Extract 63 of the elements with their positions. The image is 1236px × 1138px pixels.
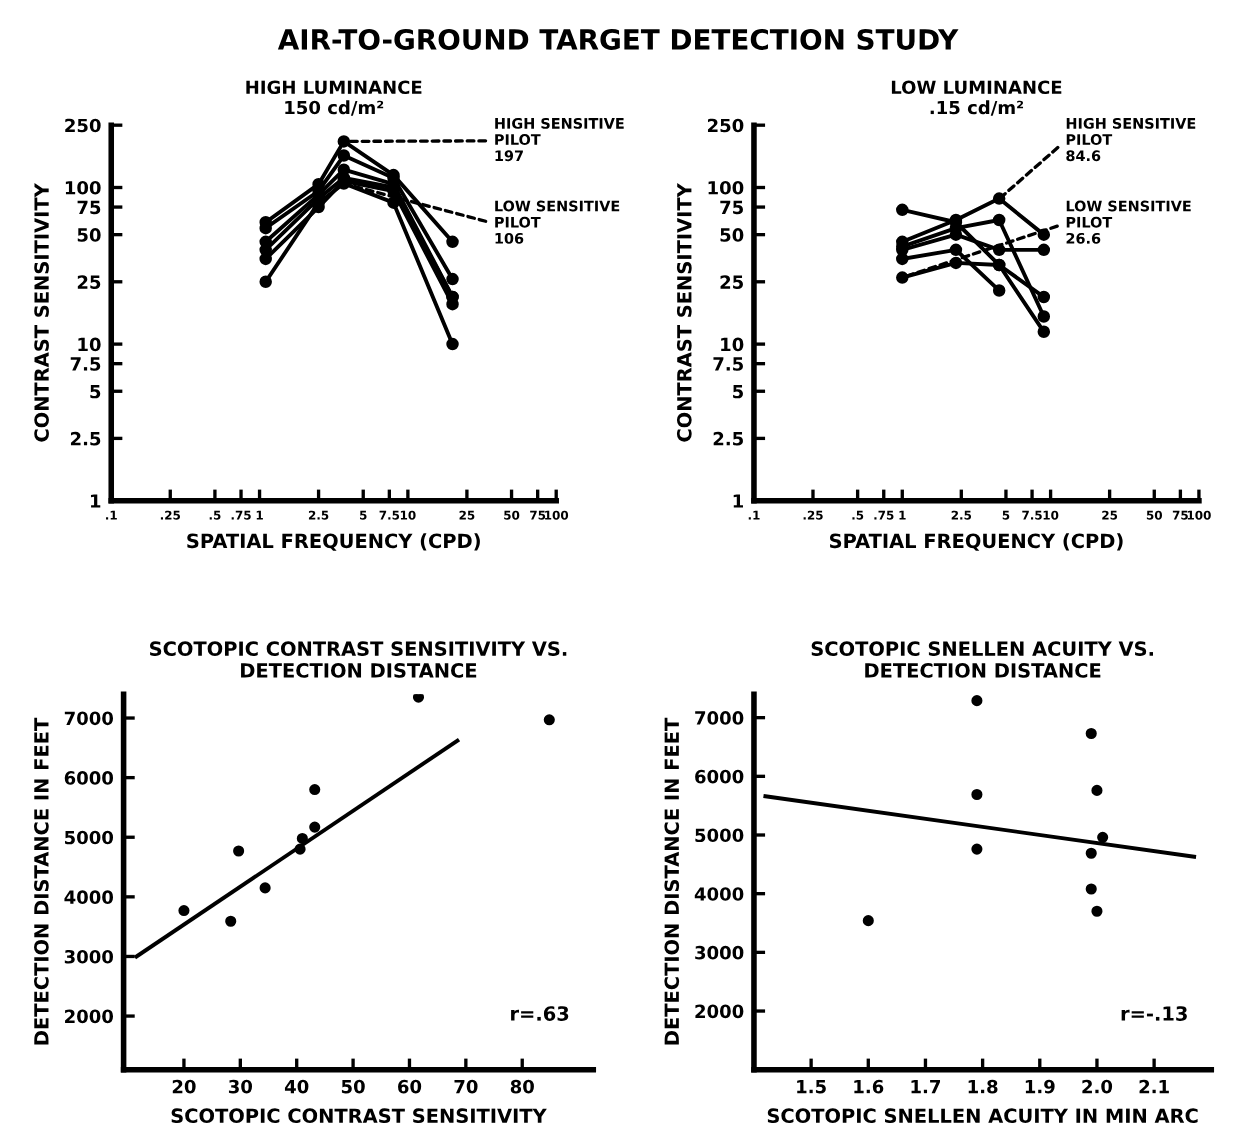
y-axis-title: DETECTION DISTANCE IN FEET bbox=[664, 717, 680, 1045]
x-tick-label: 1.6 bbox=[854, 1079, 884, 1094]
chart-title: SCOTOPIC CONTRAST SENSITIVITY VS. DETECTION DISTANCE bbox=[150, 641, 567, 678]
y-tick-label: 100 bbox=[708, 180, 744, 195]
y-tick-label: 1 bbox=[90, 494, 101, 508]
y-tick-label: 250 bbox=[65, 118, 101, 133]
x-tick-label: 20 bbox=[172, 1079, 196, 1094]
y-tick-label: 3000 bbox=[695, 945, 744, 960]
x-tick-label: 2.1 bbox=[1139, 1079, 1169, 1094]
x-tick-label: 60 bbox=[398, 1079, 422, 1094]
x-tick-label: 70 bbox=[454, 1079, 478, 1094]
x-tick-label: 1.8 bbox=[968, 1079, 998, 1094]
x-axis-title: SCOTOPIC SNELLEN ACUITY IN MIN ARC bbox=[767, 1108, 1198, 1124]
y-tick-label: 25 bbox=[720, 275, 743, 289]
y-tick-label: 10 bbox=[78, 337, 101, 352]
y-tick-label: 3000 bbox=[64, 949, 114, 964]
y-tick-label: 2000 bbox=[695, 1004, 744, 1019]
y-tick-label: 7000 bbox=[64, 711, 114, 726]
x-tick-label: 2.0 bbox=[1082, 1079, 1113, 1094]
y-tick-label: 10 bbox=[721, 337, 744, 352]
x-tick-label: 30 bbox=[228, 1079, 253, 1094]
chart-title: HIGH LUMINANCE bbox=[246, 80, 422, 95]
y-tick-label: 2.5 bbox=[713, 431, 743, 446]
y-tick-label: 5 bbox=[733, 384, 743, 399]
y-tick-label: 5000 bbox=[65, 830, 114, 845]
y-tick-label: 4000 bbox=[64, 890, 114, 904]
x-axis-title: SPATIAL FREQUENCY (CPD) bbox=[829, 533, 1123, 551]
y-tick-label: 7000 bbox=[695, 711, 744, 725]
x-tick-label: 80 bbox=[510, 1079, 534, 1094]
y-axis-title: CONTRAST SENSITIVITY bbox=[676, 183, 692, 442]
chart-subtitle: 150 cd/m² bbox=[285, 100, 384, 116]
x-axis-title: SCOTOPIC CONTRAST SENSITIVITY bbox=[171, 1108, 547, 1124]
text: AIR-TO-GROUND TARGET DETECTION STUDY bbox=[277, 28, 959, 50]
annotation: r=.63 bbox=[511, 1006, 569, 1021]
y-tick-label: 5 bbox=[90, 384, 101, 399]
y-tick-label: 6000 bbox=[64, 771, 114, 785]
y-tick-label: 7.5 bbox=[713, 357, 743, 371]
y-tick-label: 1 bbox=[733, 494, 743, 508]
y-tick-label: 2000 bbox=[65, 1009, 114, 1024]
x-tick-label: 1.9 bbox=[1025, 1079, 1055, 1094]
x-tick-label: 1.7 bbox=[911, 1080, 941, 1094]
y-tick-label: 250 bbox=[707, 118, 744, 133]
x-tick-label: 50 bbox=[341, 1079, 365, 1094]
chart-subtitle: .15 cd/m² bbox=[930, 100, 1024, 116]
y-axis-title: CONTRAST SENSITIVITY bbox=[34, 183, 49, 442]
y-tick-label: 6000 bbox=[695, 769, 744, 784]
x-axis-title: SPATIAL FREQUENCY (CPD) bbox=[187, 533, 480, 551]
y-tick-label: 100 bbox=[65, 180, 101, 195]
y-tick-label: 50 bbox=[77, 228, 101, 242]
y-tick-label: 75 bbox=[720, 200, 743, 215]
y-tick-label: 25 bbox=[77, 275, 101, 289]
y-tick-label: 5000 bbox=[695, 828, 744, 843]
x-tick-label: 1.5 bbox=[797, 1080, 826, 1094]
y-tick-label: 75 bbox=[77, 200, 101, 215]
x-tick-label: 40 bbox=[284, 1079, 309, 1094]
chart-title: SCOTOPIC SNELLEN ACUITY VS. DETECTION DISTANCE bbox=[811, 641, 1153, 678]
y-tick-label: 2.5 bbox=[70, 431, 101, 446]
annotation: r=-.13 bbox=[1121, 1006, 1187, 1021]
y-tick-label: 7.5 bbox=[70, 357, 101, 371]
y-tick-label: 50 bbox=[720, 228, 744, 242]
chart-title: LOW LUMINANCE bbox=[891, 80, 1062, 95]
y-tick-label: 4000 bbox=[694, 887, 744, 901]
y-axis-title: DETECTION DISTANCE IN FEET bbox=[34, 717, 49, 1045]
